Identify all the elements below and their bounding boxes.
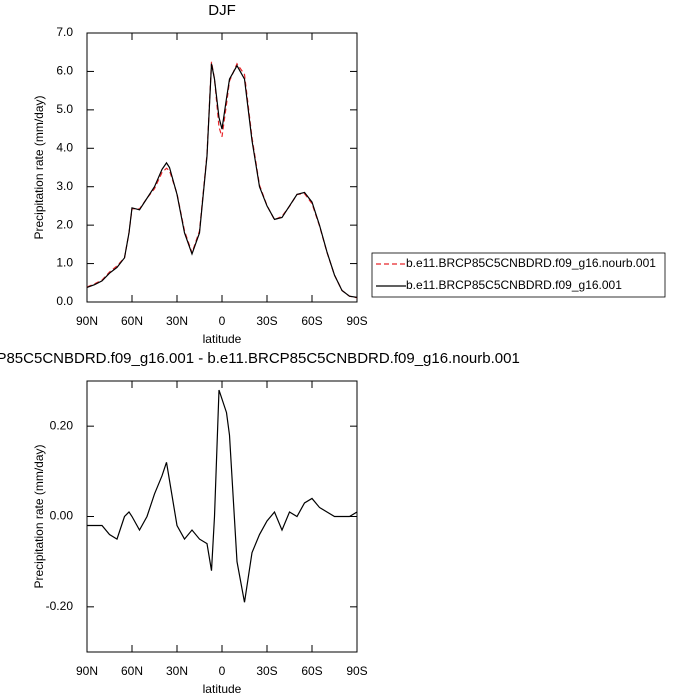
legend-label: b.e11.BRCP85C5CNBDRD.f09_g16.nourb.001 xyxy=(406,256,656,270)
y-tick-label: 2.0 xyxy=(56,217,73,231)
data-line xyxy=(87,389,358,603)
x-tick-label: 90S xyxy=(346,314,367,328)
y-tick-label: 1.0 xyxy=(56,256,73,270)
y-tick-label: -0.20 xyxy=(46,599,74,613)
x-tick-label: 30S xyxy=(256,664,277,678)
y-tick-label: 0.20 xyxy=(50,418,74,432)
x-tick-label: 60S xyxy=(301,314,322,328)
y-tick-label: 6.0 xyxy=(56,64,73,78)
y-tick-label: 7.0 xyxy=(56,25,73,39)
x-tick-label: 30S xyxy=(256,314,277,328)
x-tick-label: 30N xyxy=(166,314,188,328)
y-tick-label: 0.00 xyxy=(50,509,74,523)
y-tick-label: 4.0 xyxy=(56,140,73,154)
chart-title: b.e11.BRCP85C5CNBDRD.f09_g16.001 - b.e11… xyxy=(0,350,520,367)
x-tick-label: 90N xyxy=(76,664,98,678)
legend-box xyxy=(371,252,666,298)
y-tick-label: 5.0 xyxy=(56,102,73,116)
x-tick-label: 90N xyxy=(76,314,98,328)
x-tick-label: 0 xyxy=(219,314,226,328)
plot-frame xyxy=(86,32,358,303)
data-line xyxy=(86,63,358,298)
y-tick-label: 0.0 xyxy=(56,294,73,308)
x-tick-label: 0 xyxy=(219,664,226,678)
x-tick-label: 60N xyxy=(121,664,143,678)
legend-label: b.e11.BRCP85C5CNBDRD.f09_g16.001 xyxy=(406,278,622,292)
x-tick-label: 90S xyxy=(346,664,367,678)
y-axis-label: Precipitation rate (mm/day) xyxy=(32,95,46,239)
y-tick-label: 3.0 xyxy=(56,179,73,193)
plot-frame xyxy=(86,380,358,653)
x-tick-label: 60S xyxy=(301,664,322,678)
x-axis-label: latitude xyxy=(203,332,242,346)
data-line xyxy=(86,61,358,299)
y-axis-label: Precipitation rate (mm/day) xyxy=(32,444,46,588)
x-tick-label: 60N xyxy=(121,314,143,328)
chart-title: DJF xyxy=(208,2,236,19)
x-axis-label: latitude xyxy=(203,682,242,696)
x-tick-label: 30N xyxy=(166,664,188,678)
